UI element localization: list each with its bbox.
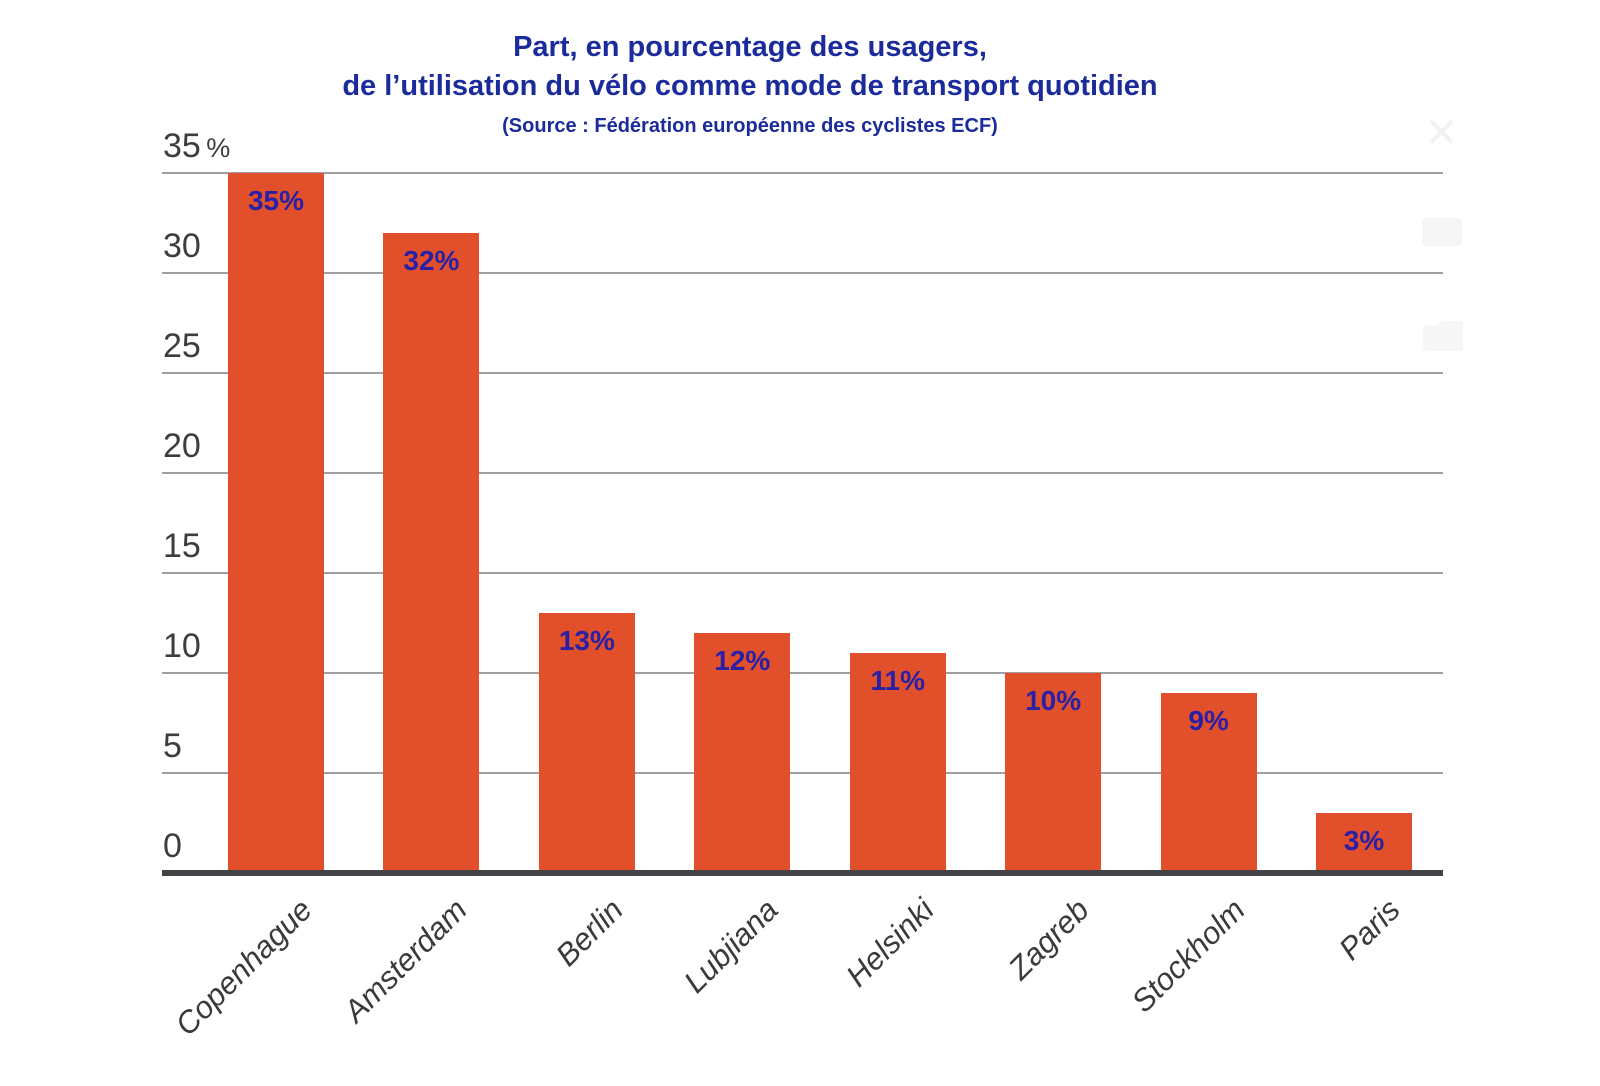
gridline bbox=[162, 772, 1443, 774]
chart-title-line2: de l’utilisation du vélo comme mode de t… bbox=[342, 70, 1158, 102]
faint-close-icon: ✕ bbox=[1424, 109, 1460, 156]
bar-value-label-berlin: 13% bbox=[558, 625, 615, 656]
chart-source: (Source : Fédération européenne des cycl… bbox=[502, 115, 998, 137]
y-tick-label: 35 % bbox=[163, 127, 231, 165]
gridline bbox=[162, 172, 1443, 174]
faint-folder-icon bbox=[1423, 321, 1463, 351]
x-axis-line bbox=[162, 870, 1443, 876]
gridline bbox=[162, 272, 1443, 274]
bar-zagreb bbox=[1005, 673, 1102, 873]
y-tick-label: 30 bbox=[163, 227, 201, 265]
bar-lubjiana bbox=[694, 633, 791, 873]
bar-value-label-copenhague: 35% bbox=[247, 185, 305, 216]
bar-copenhague bbox=[228, 173, 324, 873]
y-tick-label: 0 bbox=[163, 827, 182, 865]
bar-value-label-helsinki: 11% bbox=[870, 665, 925, 696]
bar-value-label-zagreb: 10% bbox=[1025, 685, 1082, 716]
bar-value-label-paris: 3% bbox=[1343, 825, 1385, 856]
faint-rect-icon bbox=[1422, 218, 1462, 246]
y-tick-label: 10 bbox=[163, 627, 201, 665]
bar-berlin bbox=[538, 613, 635, 873]
gridline bbox=[162, 472, 1443, 474]
gridline bbox=[162, 572, 1443, 574]
bar-value-label-stockholm: 9% bbox=[1188, 705, 1229, 736]
chart-header: Part, en pourcentage des usagers, de l’u… bbox=[0, 28, 1500, 138]
bar-amsterdam bbox=[383, 233, 480, 873]
bar-value-label-amsterdam: 32% bbox=[403, 245, 460, 276]
y-tick-label: 5 bbox=[163, 727, 182, 765]
chart-title-line1: Part, en pourcentage des usagers, bbox=[513, 31, 987, 63]
bar-helsinki bbox=[849, 653, 946, 873]
gridline bbox=[162, 372, 1443, 374]
gridline bbox=[162, 672, 1443, 674]
bar-paris bbox=[1316, 813, 1412, 873]
y-tick-label: 20 bbox=[163, 427, 201, 465]
bar-value-label-lubjiana: 12% bbox=[714, 645, 771, 676]
bar-stockholm bbox=[1160, 693, 1257, 873]
y-tick-label: 25 bbox=[163, 327, 201, 365]
y-tick-label: 15 bbox=[163, 527, 201, 565]
